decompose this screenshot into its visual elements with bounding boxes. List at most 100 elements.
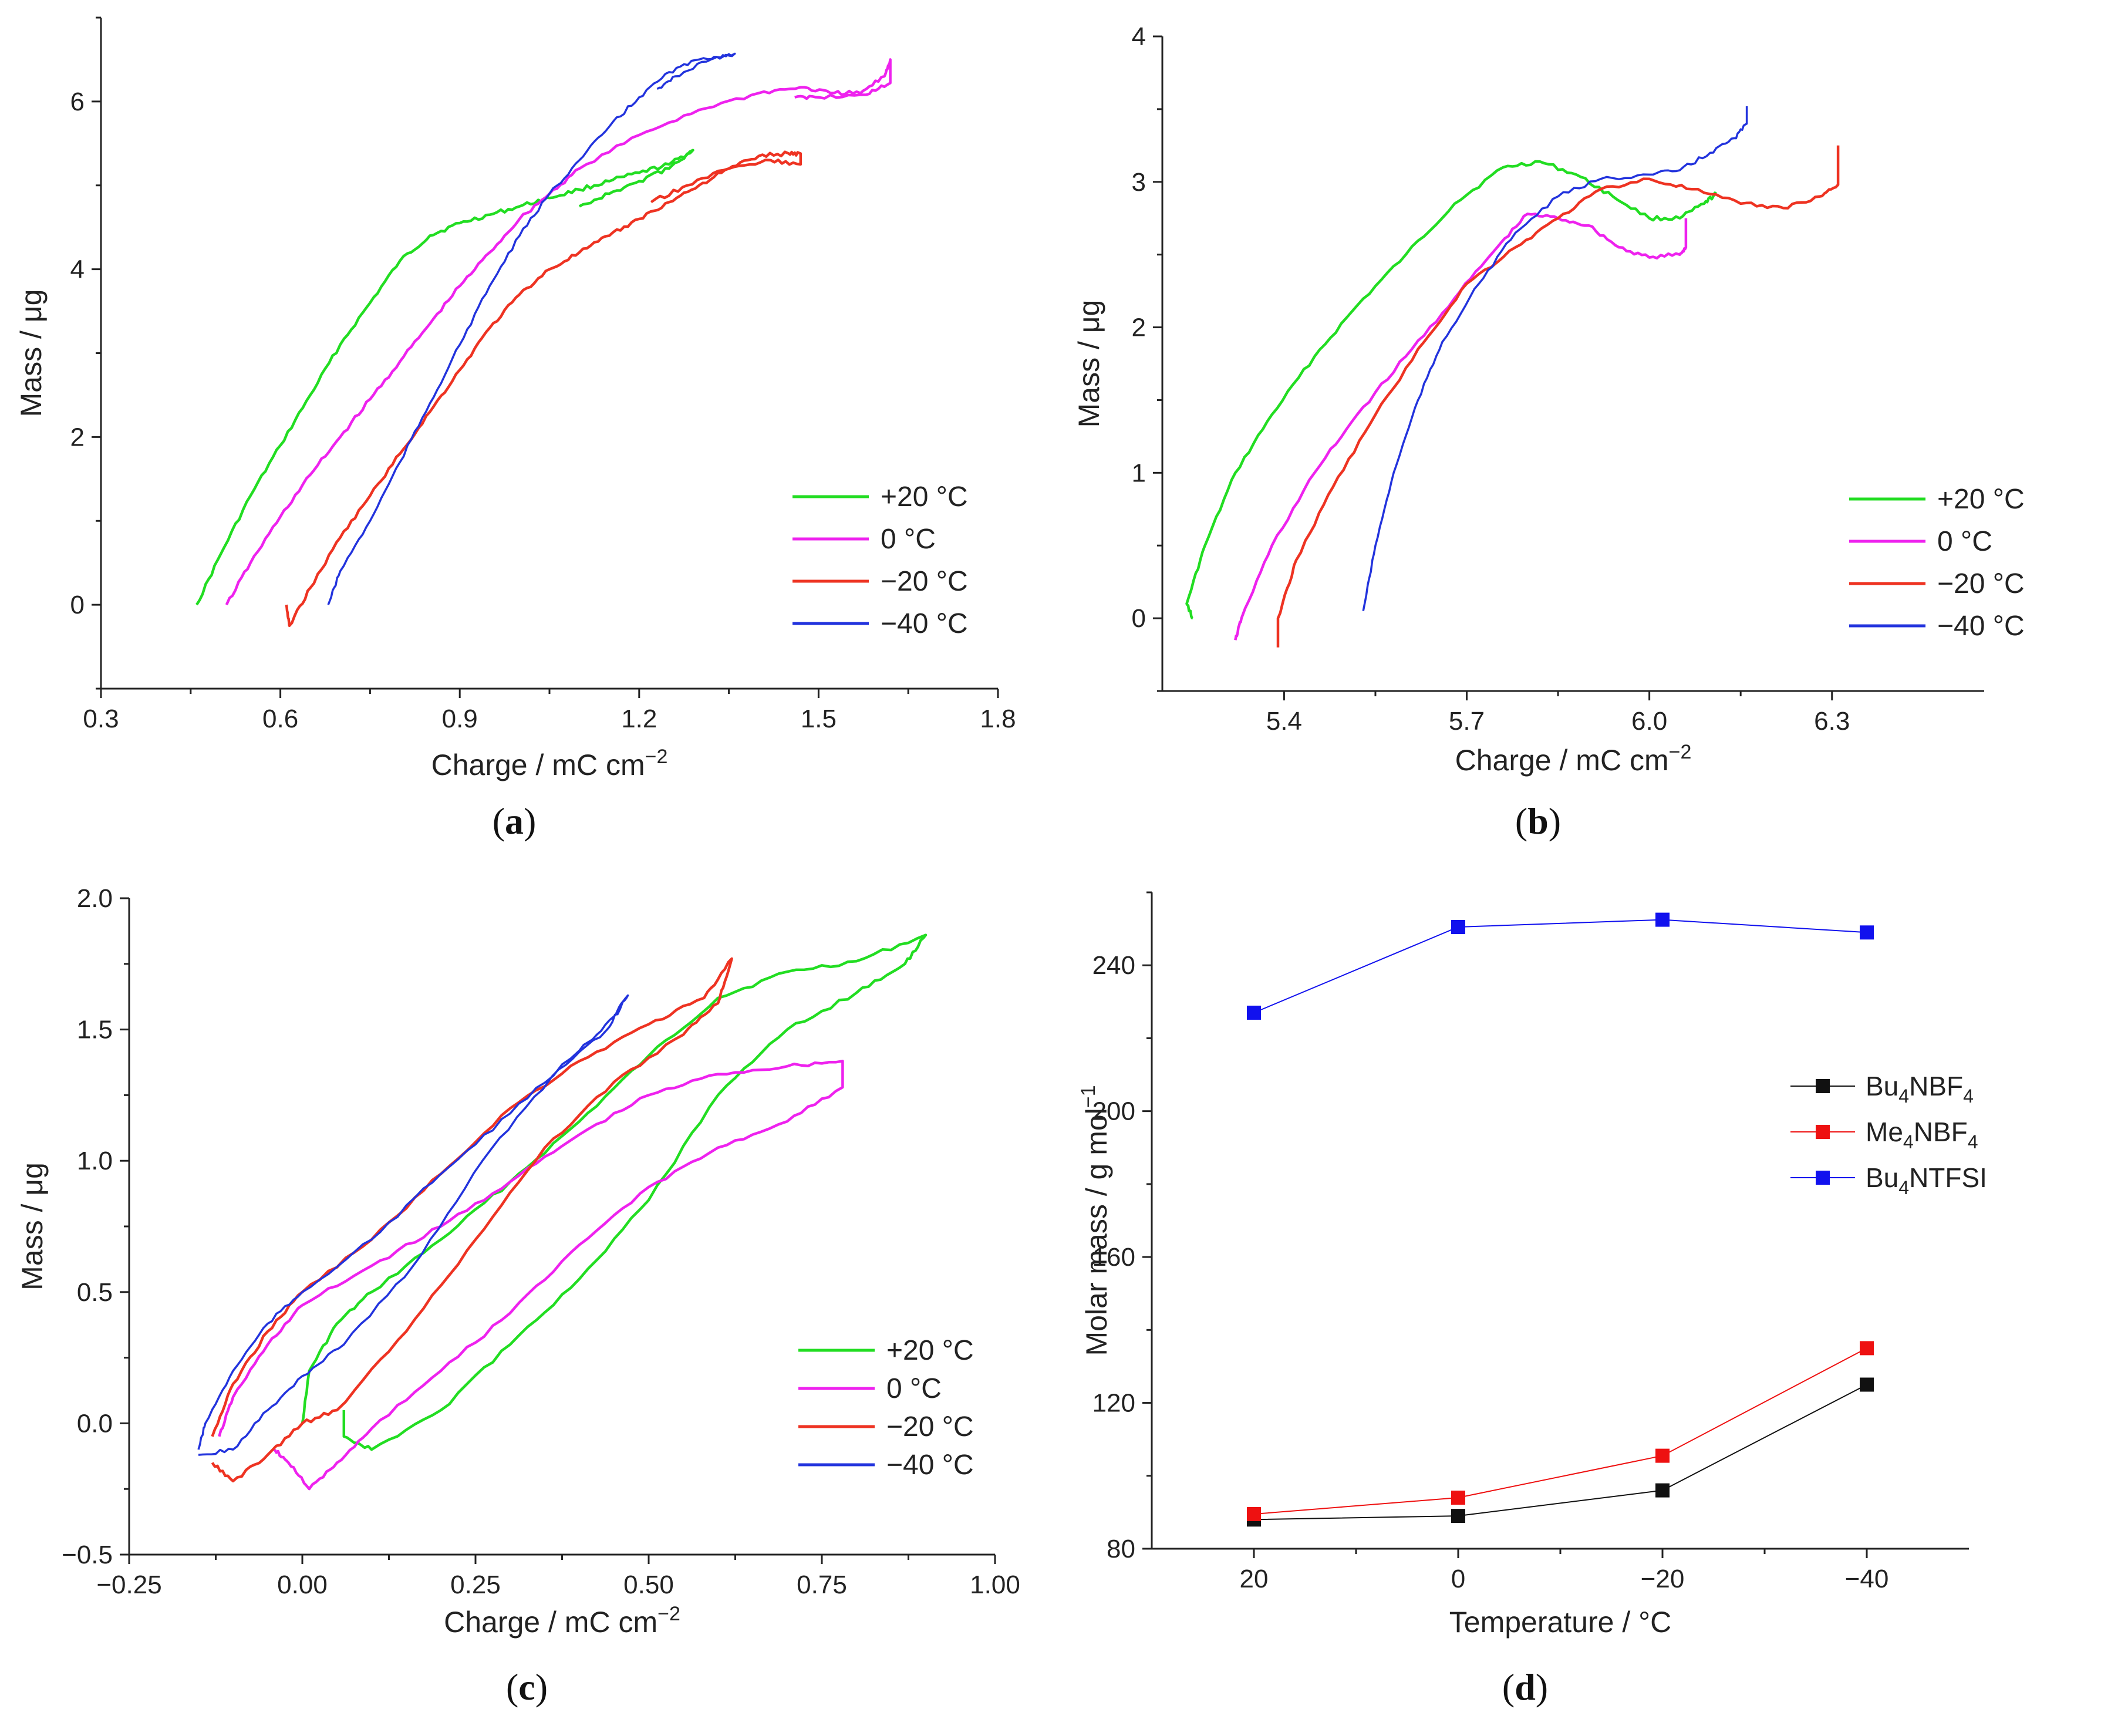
panel-a: 0.3 0.6 0.9 1.2 1.5 1.8 0 2 4 6 Charge / mC cm−2 Ma… (0, 0, 1051, 869)
x-tick-label: 0.3 (83, 704, 119, 733)
legend-marker (1816, 1079, 1830, 1093)
data-point (1860, 925, 1874, 940)
x-tick-label: −0.25 (96, 1570, 161, 1599)
legend-label: −20 °C (1937, 568, 2025, 599)
series-line (1253, 1384, 1867, 1521)
series-line (301, 933, 928, 1451)
panel-label: (c) (506, 1666, 548, 1708)
y-tick-label: 1.5 (77, 1016, 113, 1044)
y-tick-label: 200 (1092, 1097, 1135, 1126)
legend-label: +20 °C (1937, 484, 2025, 515)
data-point (1655, 1448, 1670, 1463)
legend-marker (1816, 1125, 1830, 1139)
legend-label: −40 °C (881, 608, 968, 639)
data-point (1247, 1506, 1261, 1521)
chart-c: −0.25 0.00 0.25 0.50 0.75 1.00 −0.5 0.0 0.5 1.0 1.… (16, 884, 1020, 1708)
panel-label: (d) (1502, 1666, 1548, 1708)
y-tick-label: 0.0 (77, 1409, 113, 1438)
x-tick-label: 1.5 (801, 704, 837, 733)
series-line (1253, 919, 1867, 1013)
legend-label: 0 °C (881, 524, 936, 555)
chart-b: 5.4 5.7 6.0 6.3 0 1 2 3 4 Charge / mC cm−2 Mass / … (1073, 22, 2025, 842)
x-tick-label: 1.00 (970, 1570, 1020, 1599)
legend-label: Me4NBF4 (1866, 1117, 1978, 1152)
x-tick-label: 20 (1240, 1565, 1269, 1593)
series-line (285, 150, 802, 628)
y-tick-label: 0 (1132, 604, 1146, 633)
legend-label: −40 °C (1937, 611, 2025, 642)
data-point (1451, 1509, 1465, 1523)
y-tick-label: 2 (1132, 314, 1146, 342)
y-axis-label: Mass / μg (1073, 300, 1105, 428)
legend-label: −20 °C (881, 566, 968, 597)
panel-b: 5.4 5.7 6.0 6.3 0 1 2 3 4 Charge / mC cm−2 Mass / … (1051, 0, 2101, 869)
y-tick-label: 160 (1092, 1243, 1135, 1272)
series-line (1234, 213, 1688, 641)
x-tick-label: 0.00 (277, 1570, 328, 1599)
y-tick-label: 0.5 (77, 1278, 113, 1307)
data-point (1860, 1377, 1874, 1392)
data-point (1247, 1005, 1261, 1020)
legend-label: Bu4NTFSI (1866, 1162, 1987, 1198)
series-line (195, 149, 694, 606)
x-axis-label: Temperature / °C (1449, 1606, 1671, 1639)
legend-label: +20 °C (881, 481, 968, 513)
x-tick-label: −40 (1845, 1565, 1889, 1593)
legend-label: −20 °C (886, 1411, 974, 1442)
x-axis-label: Charge / mC cm−2 (431, 746, 668, 781)
x-tick-label: 0.6 (262, 704, 298, 733)
data-point (1451, 920, 1465, 935)
y-tick-label: 120 (1092, 1389, 1135, 1418)
x-tick-label: 5.4 (1266, 707, 1302, 736)
y-tick-label: 4 (1132, 22, 1146, 51)
series-line (218, 1060, 844, 1491)
series-line (225, 58, 892, 606)
series-line (211, 957, 733, 1483)
series-line (1185, 160, 1717, 620)
y-tick-label: 1 (1132, 459, 1146, 487)
x-tick-label: −20 (1641, 1565, 1685, 1593)
y-tick-label: 1.0 (77, 1147, 113, 1175)
chart-a: 0.3 0.6 0.9 1.2 1.5 1.8 0 2 4 6 Charge / mC cm−2 Ma… (15, 16, 1016, 842)
x-tick-label: 0 (1451, 1565, 1465, 1593)
y-axis-label: Mass / μg (16, 1162, 49, 1290)
series-line (1276, 145, 1840, 648)
series-line (197, 994, 629, 1456)
legend-label: 0 °C (1937, 526, 1992, 557)
y-tick-label: 4 (70, 255, 85, 284)
x-tick-label: 6.3 (1814, 707, 1850, 736)
panel-label: (b) (1515, 800, 1561, 842)
y-tick-label: 80 (1107, 1535, 1135, 1563)
y-tick-label: 2.0 (77, 884, 113, 913)
x-axis-label: Charge / mC cm−2 (1455, 741, 1692, 777)
x-tick-label: 0.75 (797, 1570, 847, 1599)
legend-label: −40 °C (886, 1450, 974, 1481)
x-tick-label: 1.2 (621, 704, 657, 733)
y-tick-label: 2 (70, 423, 85, 451)
series-line (1362, 106, 1748, 612)
series-line (327, 52, 736, 605)
legend-label: +20 °C (886, 1335, 974, 1366)
y-tick-label: 6 (70, 87, 85, 116)
data-point (1860, 1341, 1874, 1356)
panel-d: 20 0 −20 −40 80 120 160 200 240 Temperature / °C M… (1051, 869, 2101, 1736)
panel-c: −0.25 0.00 0.25 0.50 0.75 1.00 −0.5 0.0 0.5 1.0 1.… (0, 869, 1051, 1736)
x-tick-label: 6.0 (1631, 707, 1667, 736)
y-axis-label: Molar mass / g mol−1 (1077, 1085, 1113, 1356)
data-point (1655, 912, 1670, 927)
data-point (1655, 1483, 1670, 1498)
x-tick-label: 0.25 (450, 1570, 501, 1599)
series-line (1253, 1347, 1867, 1515)
y-axis-label: Mass / μg (15, 289, 48, 417)
legend-label: Bu4NBF4 (1866, 1071, 1974, 1107)
legend-label: 0 °C (886, 1373, 942, 1404)
y-tick-label: 240 (1092, 951, 1135, 980)
x-tick-label: 5.7 (1449, 707, 1485, 736)
x-tick-label: 0.50 (623, 1570, 674, 1599)
panel-label: (a) (493, 800, 537, 842)
x-tick-label: 1.8 (980, 704, 1016, 733)
y-tick-label: 0 (70, 591, 85, 619)
legend-marker (1816, 1171, 1830, 1185)
x-axis-label: Charge / mC cm−2 (444, 1603, 680, 1639)
